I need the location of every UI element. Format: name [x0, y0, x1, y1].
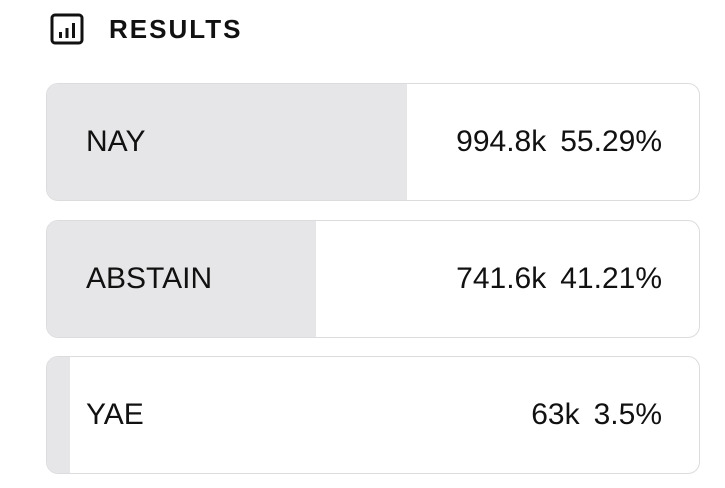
share-bar — [47, 221, 316, 337]
title: RESULTS — [109, 13, 243, 44]
result-values: 741.6k 41.21% — [456, 221, 662, 337]
result-row: ABSTAIN 741.6k 41.21% — [46, 220, 700, 338]
vote-count: 994.8k — [456, 125, 547, 158]
option-label: NAY — [86, 125, 146, 158]
result-values: 994.8k 55.29% — [456, 84, 662, 200]
option-label: ABSTAIN — [86, 262, 213, 295]
chart-icon — [50, 13, 84, 45]
vote-share: 55.29% — [560, 125, 662, 158]
vote-count: 741.6k — [456, 262, 547, 295]
share-bar — [47, 357, 70, 473]
result-values: 63k 3.5% — [531, 357, 662, 473]
result-row: YAE 63k 3.5% — [46, 356, 700, 474]
option-label: YAE — [86, 398, 144, 431]
vote-share: 3.5% — [593, 398, 662, 431]
vote-share: 41.21% — [560, 262, 662, 295]
results-header: RESULTS — [50, 12, 242, 46]
share-bar — [47, 84, 408, 200]
result-row: NAY 994.8k 55.29% — [46, 83, 700, 201]
vote-count: 63k — [531, 398, 580, 431]
